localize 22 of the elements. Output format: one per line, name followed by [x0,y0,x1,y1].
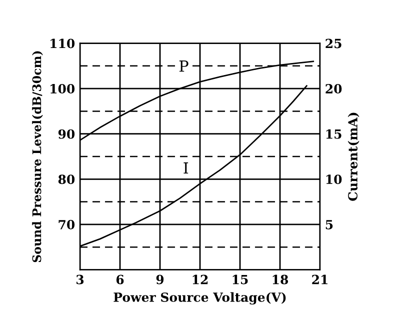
y-axis-title: Sound Pressure Level(dB/30cm) [32,51,43,262]
y-tick-label: 110 [50,38,75,48]
y2-tick-label: 25 [326,38,342,48]
x-tick-label: 15 [232,274,248,284]
y2-tick-label: 15 [326,129,342,139]
y-tick-label: 80 [58,174,75,184]
x-axis-title: Power Source Voltage(V) [114,292,286,305]
x-tick-label: 21 [312,274,328,284]
y2-tick-label: 20 [326,84,342,94]
y2-axis-title: Current(mA) [348,112,360,201]
series-label: I [184,162,188,174]
y-tick-label: 90 [58,129,75,139]
x-tick-label: 12 [192,274,208,284]
x-tick-label: 3 [76,274,84,284]
series-label: P [179,60,188,72]
x-tick-label: 6 [116,274,124,284]
y-tick-label: 70 [58,220,75,230]
x-tick-label: 9 [156,274,164,284]
y2-tick-label: 10 [326,174,342,184]
y2-tick-label: 5 [326,220,333,230]
x-tick-label: 18 [272,274,288,284]
y-tick-label: 100 [50,84,75,94]
